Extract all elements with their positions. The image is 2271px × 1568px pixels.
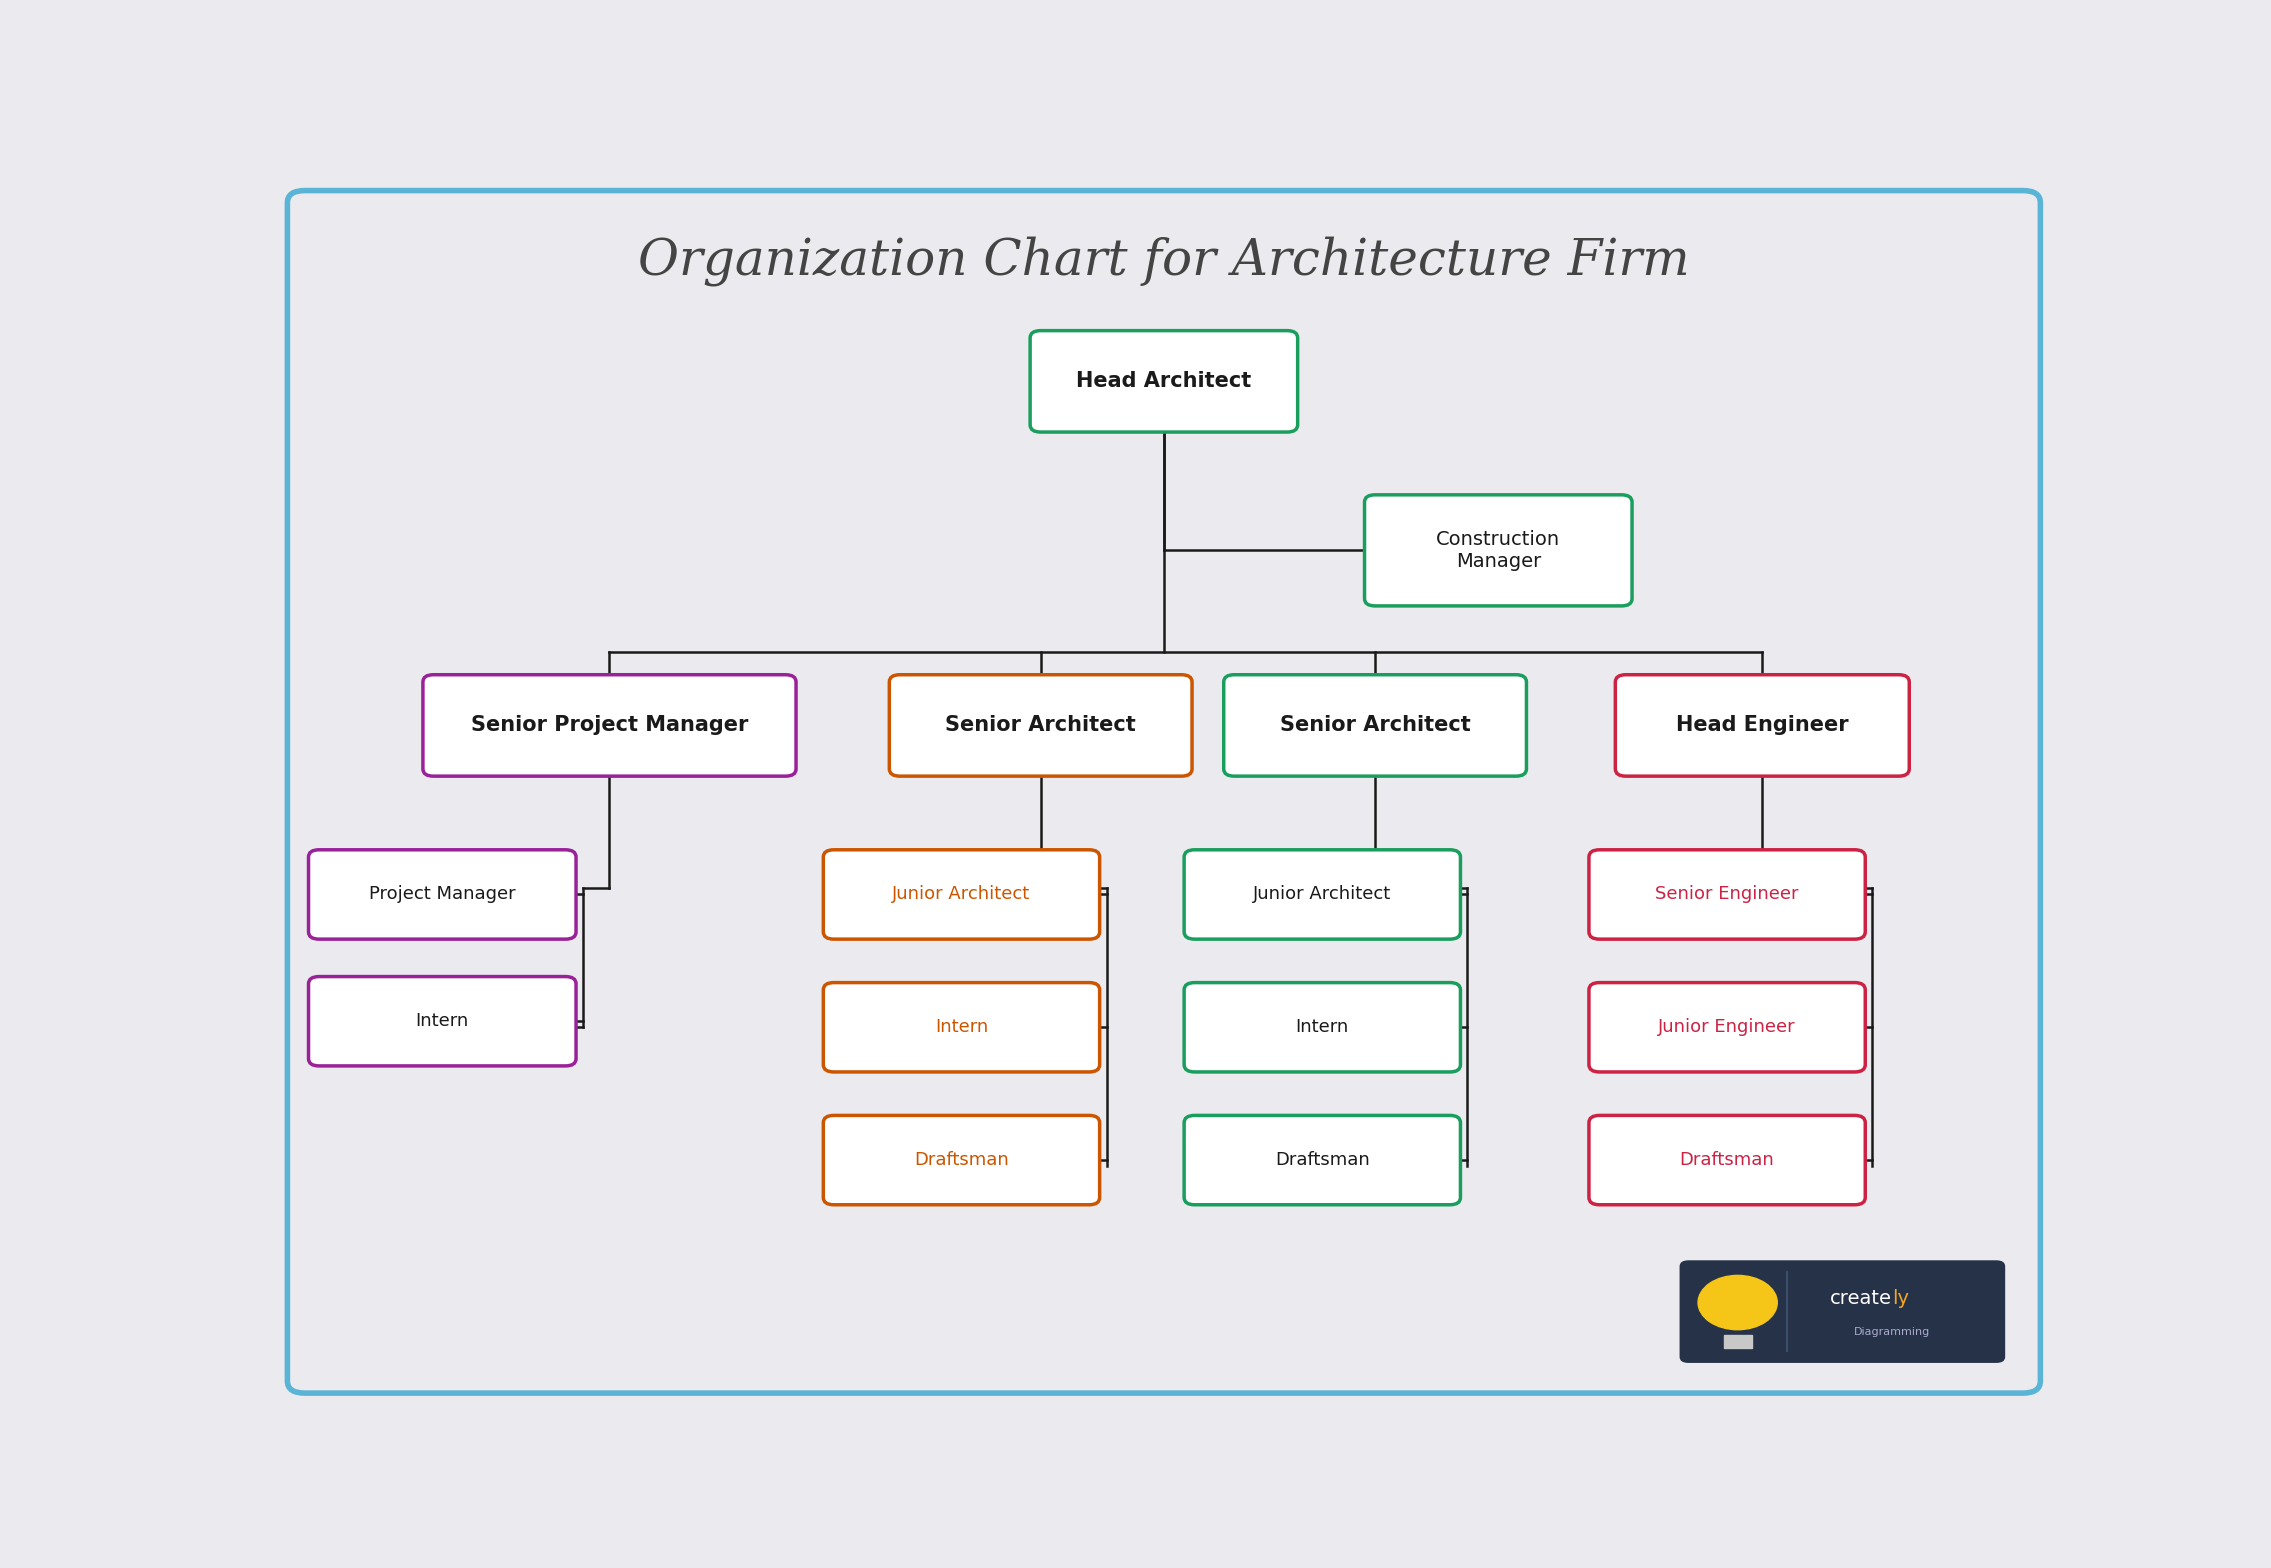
Text: Junior Architect: Junior Architect [893, 886, 1031, 903]
FancyBboxPatch shape [1681, 1261, 2005, 1363]
Text: Draftsman: Draftsman [1274, 1151, 1369, 1170]
FancyBboxPatch shape [309, 977, 577, 1066]
Text: Draftsman: Draftsman [1681, 1151, 1774, 1170]
FancyBboxPatch shape [824, 983, 1099, 1073]
FancyBboxPatch shape [422, 674, 797, 776]
Text: Draftsman: Draftsman [915, 1151, 1008, 1170]
Text: Senior Architect: Senior Architect [1281, 715, 1469, 735]
FancyBboxPatch shape [1590, 850, 1864, 939]
Text: create: create [1830, 1289, 1892, 1308]
Text: Senior Engineer: Senior Engineer [1656, 886, 1799, 903]
Text: Intern: Intern [936, 1018, 988, 1036]
Text: Intern: Intern [416, 1013, 468, 1030]
FancyBboxPatch shape [1183, 850, 1460, 939]
FancyBboxPatch shape [1615, 674, 1910, 776]
FancyBboxPatch shape [1183, 983, 1460, 1073]
FancyBboxPatch shape [1031, 331, 1297, 433]
FancyBboxPatch shape [824, 850, 1099, 939]
Text: Junior Architect: Junior Architect [1254, 886, 1392, 903]
Text: Organization Chart for Architecture Firm: Organization Chart for Architecture Firm [638, 235, 1690, 285]
Text: Head Engineer: Head Engineer [1676, 715, 1849, 735]
Text: ly: ly [1892, 1289, 1908, 1308]
Text: Intern: Intern [1297, 1018, 1349, 1036]
Text: Junior Engineer: Junior Engineer [1658, 1018, 1796, 1036]
Text: Senior Architect: Senior Architect [945, 715, 1136, 735]
FancyBboxPatch shape [309, 850, 577, 939]
FancyBboxPatch shape [1590, 1115, 1864, 1204]
Text: Head Architect: Head Architect [1076, 372, 1251, 392]
Text: Project Manager: Project Manager [368, 886, 516, 903]
FancyBboxPatch shape [1365, 495, 1633, 605]
Text: Construction
Manager: Construction Manager [1435, 530, 1560, 571]
Text: Senior Project Manager: Senior Project Manager [470, 715, 747, 735]
FancyBboxPatch shape [1224, 674, 1526, 776]
FancyBboxPatch shape [1183, 1115, 1460, 1204]
FancyBboxPatch shape [824, 1115, 1099, 1204]
Text: Diagramming: Diagramming [1853, 1327, 1930, 1336]
FancyBboxPatch shape [890, 674, 1192, 776]
Circle shape [1699, 1275, 1778, 1330]
Bar [1724, 1336, 1751, 1348]
FancyBboxPatch shape [1590, 983, 1864, 1073]
